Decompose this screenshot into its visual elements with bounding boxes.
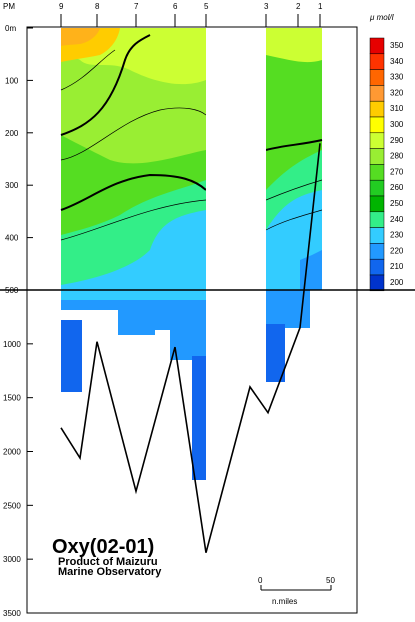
station-label: 9 [59,2,64,11]
depth-tick-label-lower: 2000 [3,448,21,457]
scale-bar: 0 50 n.miles [258,576,335,606]
colorbar-swatch [369,179,385,197]
station-label: 6 [173,2,178,11]
upper-contour-field [60,28,323,290]
colorbar-tick-label: 340 [390,57,404,66]
colorbar-swatch [369,274,385,292]
depth-tick-label-lower: 3500 [3,609,21,618]
scale-bar-end: 50 [326,576,335,585]
colorbar-tick-label: 350 [390,41,404,50]
colorbar-swatch [369,258,385,276]
scale-bar-label: n.miles [272,597,297,606]
colorbar-tick-label: 200 [390,278,404,287]
colorbar-swatch [369,195,385,213]
colorbar-tick-label: 300 [390,120,404,129]
colorbar-tick-label: 310 [390,104,404,113]
depth-tick-label-upper: 300 [5,181,19,190]
colorbar-swatch [369,37,385,55]
chart-subtitle-1: Product of Maizuru [58,556,158,568]
colorbar-tick-label: 220 [390,246,404,255]
colorbar-swatch [369,148,385,165]
colorbar-tick-label: 330 [390,73,404,82]
colorbar-swatch [369,100,385,118]
top-label-pm: PM [3,2,15,11]
station-label: 7 [134,2,139,11]
depth-tick-label-upper: 100 [5,76,19,85]
chart-subtitle-2: Marine Observatory [58,566,162,578]
scale-bar-start: 0 [258,576,263,585]
station-label: 1 [318,2,323,11]
gap-block [206,28,266,290]
colorbar-tick-label: 290 [390,136,404,145]
station-label: 5 [204,2,209,11]
colorbar-tick-label: 280 [390,152,404,161]
depth-tick-label-upper: 400 [5,234,19,243]
colorbar-tick-label: 320 [390,88,404,97]
colorbar-tick-label: 270 [390,167,404,176]
colorbar-swatch [369,227,385,244]
depth-tick-label-upper: 0m [5,24,16,33]
station-label: 8 [95,2,100,11]
colorbar-tick-label: 210 [390,262,404,271]
colorbar-swatch [369,53,385,70]
station-label: 2 [296,2,301,11]
colorbar-swatch [369,116,385,134]
depth-tick-label-lower: 3000 [3,555,21,564]
colorbar-tick-label: 230 [390,231,404,240]
colorbar-swatch [369,132,385,149]
lower-contour-field [61,290,310,480]
colorbar-tick-label: 250 [390,199,404,208]
colorbar-swatch [369,69,385,86]
colorbar-tick-label: 240 [390,215,404,224]
depth-tick-label-lower: 1500 [3,394,21,403]
colorbar-swatch [369,164,385,181]
station-label: 3 [264,2,269,11]
chart-title: Oxy(02-01) [52,536,154,558]
colorbar-swatch [369,243,385,260]
depth-tick-label-lower: 2500 [3,501,21,510]
colorbar-swatch [369,211,385,228]
depth-tick-label-lower: 1000 [3,340,21,349]
bottom-profile-line [60,143,321,553]
colorbar-tick-label: 260 [390,183,404,192]
colorbar-swatch [369,85,385,102]
depth-tick-label-upper: 200 [5,129,19,138]
colorbar-unit: μ mol/l [369,13,394,22]
